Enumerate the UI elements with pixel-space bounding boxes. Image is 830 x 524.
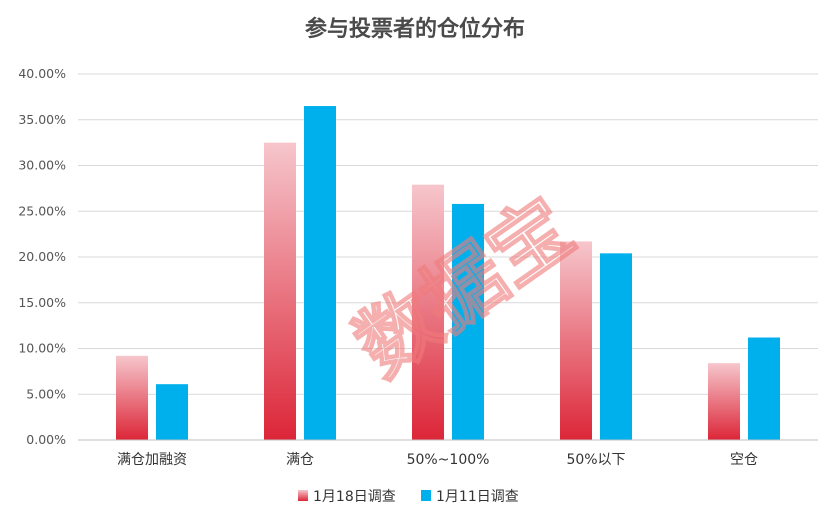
- bar-jan11: [452, 203, 484, 440]
- legend: 1月18日调查 1月11日调查: [298, 489, 519, 505]
- y-tick-label: 40.00%: [18, 66, 66, 81]
- grid-lines: [78, 73, 818, 395]
- bar-jan11: [600, 253, 632, 440]
- y-tick-label: 35.00%: [18, 112, 66, 127]
- x-category-label: 空仓: [730, 452, 758, 468]
- x-category-label: 满仓: [286, 452, 314, 468]
- x-category-label: 满仓加融资: [117, 452, 187, 468]
- y-tick-label: 20.00%: [18, 249, 66, 264]
- y-tick-label: 5.00%: [26, 386, 66, 401]
- y-tick-label: 25.00%: [18, 203, 66, 218]
- y-tick-label: 15.00%: [18, 295, 66, 310]
- x-category-label: 50%以下: [566, 452, 625, 468]
- bar-jan11: [748, 337, 780, 440]
- chart-title: 参与投票者的仓位分布: [305, 16, 525, 42]
- y-tick-label: 0.00%: [26, 432, 66, 447]
- x-axis-labels: 满仓加融资 满仓 50%~100% 50%以下 空仓: [117, 452, 758, 468]
- y-tick-label: 30.00%: [18, 158, 66, 173]
- bar-jan18: [560, 241, 592, 440]
- y-tick-label: 10.00%: [18, 341, 66, 356]
- y-axis-ticks: 0.00% 5.00% 10.00% 15.00% 20.00% 25.00% 30.00%…: [18, 66, 66, 447]
- legend-swatch-jan18: [298, 490, 308, 501]
- bar-jan11: [304, 106, 336, 441]
- bar-jan18: [116, 355, 148, 440]
- bar-jan18: [412, 184, 444, 440]
- bars-group: [116, 106, 780, 441]
- legend-swatch-jan11: [421, 490, 431, 501]
- bar-jan18: [264, 142, 296, 440]
- legend-label: 1月18日调查: [313, 489, 396, 505]
- legend-label: 1月11日调查: [436, 489, 519, 505]
- bar-jan18: [708, 363, 740, 440]
- bar-jan11: [156, 384, 188, 440]
- x-category-label: 50%~100%: [407, 452, 490, 468]
